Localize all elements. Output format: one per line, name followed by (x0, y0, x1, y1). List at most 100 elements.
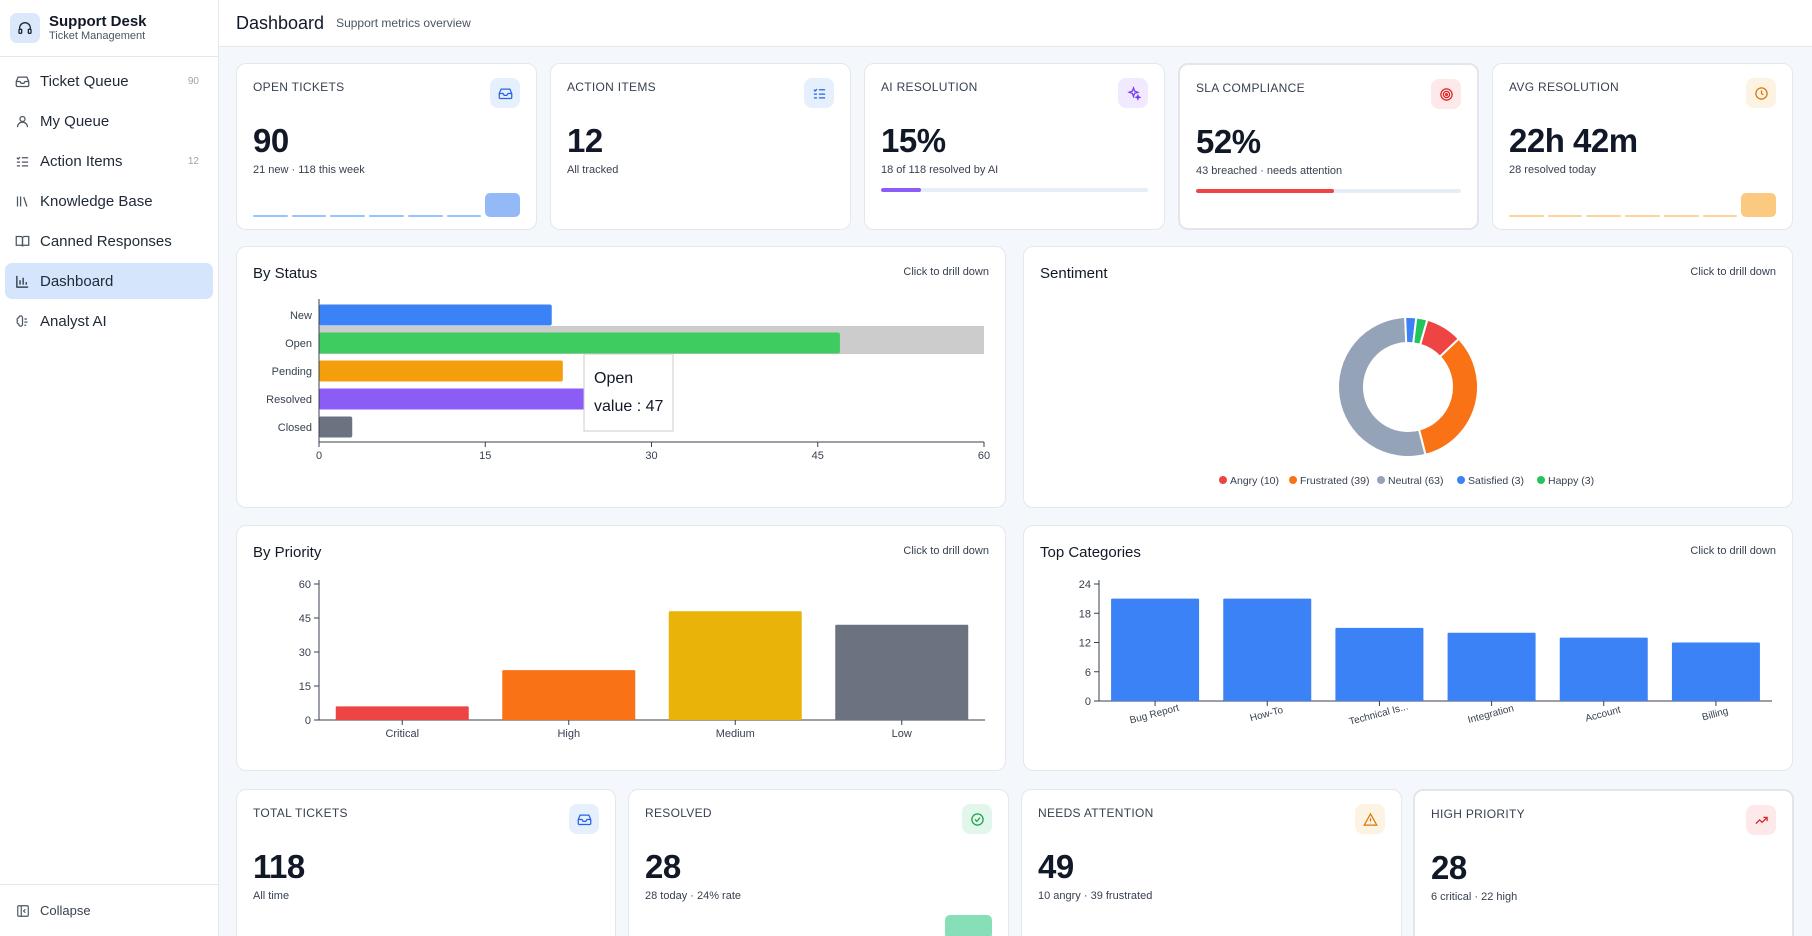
panel-title: By Status (253, 265, 318, 282)
sentiment-panel[interactable]: Sentiment Click to drill down Angry (10)… (1023, 246, 1793, 508)
by-priority-panel[interactable]: By Priority Click to drill down 60 45 30 15… (236, 525, 1006, 771)
top-categories-chart: 24 18 12 6 0 Bug Report How-To Technical Is... I… (1079, 579, 1772, 728)
sidebar-item-label: Ticket Queue (40, 72, 129, 90)
kpi-card-action-items[interactable]: ACTION ITEMS 12 All tracked (550, 63, 851, 230)
kpi-label: NEEDS ATTENTION (1038, 806, 1154, 820)
kpi-subtext: 18 of 118 resolved by AI (881, 164, 999, 176)
by-priority-chart: 60 45 30 15 0 Critical High Medium Low (299, 579, 985, 740)
kpi-label: HIGH PRIORITY (1431, 807, 1525, 821)
kpi-subtext: 10 angry · 39 frustrated (1038, 890, 1153, 902)
kpi-value: 15% (881, 122, 946, 159)
sidebar-item-canned-responses[interactable]: Canned Responses (5, 223, 213, 259)
kpi-subtext: All tracked (567, 164, 619, 176)
top-categories-panel[interactable]: Top Categories Click to drill down 24 18 1… (1023, 525, 1793, 771)
tick-label: Open (285, 338, 312, 350)
tick-label: Bug Report (1129, 703, 1181, 727)
sidebar: Support Desk Ticket Management Ticket Qu… (0, 0, 219, 936)
tick-label: Integration (1467, 703, 1516, 726)
tick-label: High (557, 728, 580, 740)
legend-marker (1537, 476, 1545, 484)
tick-label: 18 (1079, 608, 1091, 620)
by-status-panel[interactable]: By Status Click to drill down New Open Pen… (236, 246, 1006, 508)
tooltip-value: value : 47 (594, 398, 663, 415)
sidebar-item-dashboard[interactable]: Dashboard (5, 263, 213, 299)
sidebar-item-action-items[interactable]: Action Items 12 (5, 143, 213, 179)
page-title: Dashboard (236, 12, 325, 33)
book-icon (14, 233, 30, 249)
sidebar-item-my-queue[interactable]: My Queue (5, 103, 213, 139)
clock-icon (1746, 78, 1776, 108)
page-header: Dashboard Support metrics overview (219, 0, 1812, 47)
kpi-card-needs-attention[interactable]: NEEDS ATTENTION 49 10 angry · 39 frustra… (1021, 789, 1402, 936)
headset-icon (10, 13, 40, 43)
tick-label: How-To (1249, 705, 1285, 725)
bar-billing (1671, 642, 1760, 701)
bar-chart-icon (14, 273, 30, 289)
tick-label: 24 (1079, 579, 1091, 591)
kpi-card-resolved[interactable]: RESOLVED 28 28 today · 24% rate (628, 789, 1009, 936)
kpi-card-open-tickets[interactable]: OPEN TICKETS 90 21 new · 118 this week (236, 63, 537, 230)
bar-integration (1447, 632, 1536, 701)
tick-label: 60 (299, 579, 311, 591)
sparkline (253, 191, 521, 217)
kpi-subtext: 28 today · 24% rate (645, 890, 742, 902)
drill-down-link[interactable]: Click to drill down (1690, 545, 1776, 557)
bar-how-to (1223, 598, 1312, 701)
kpi-card-total-tickets[interactable]: TOTAL TICKETS 118 All time (236, 789, 616, 936)
brain-icon (14, 313, 30, 329)
legend-marker (1377, 476, 1385, 484)
kpi-label: OPEN TICKETS (253, 80, 345, 94)
kpi-value: 118 (253, 848, 305, 885)
sidebar-item-label: Canned Responses (40, 232, 172, 250)
drill-down-link[interactable]: Click to drill down (903, 545, 989, 557)
bar-technical-is- (1335, 627, 1424, 701)
tick-label: 30 (299, 647, 311, 659)
sidebar-item-label: Action Items (40, 152, 123, 170)
tick-label: 45 (299, 613, 311, 625)
sidebar-item-label: Knowledge Base (40, 192, 153, 210)
checklist-icon (804, 78, 834, 108)
sidebar-item-ticket-queue[interactable]: Ticket Queue 90 (5, 63, 213, 99)
brand: Support Desk Ticket Management (0, 0, 218, 57)
collapse-button[interactable]: Collapse (0, 884, 219, 936)
tick-label: 0 (305, 715, 311, 727)
tick-label: 12 (1079, 638, 1091, 650)
tooltip-title: Open (594, 370, 633, 387)
slice-frustrated (1417, 337, 1479, 456)
kpi-card-avg-resolution[interactable]: AVG RESOLUTION 22h 42m 28 resolved today (1492, 63, 1793, 230)
legend-label: Frustrated (39) (1300, 475, 1369, 487)
tick-label: 6 (1085, 667, 1091, 679)
kpi-value: 49 (1038, 848, 1074, 885)
tick-label: Critical (385, 728, 419, 740)
drill-down-link[interactable]: Click to drill down (1690, 266, 1776, 278)
kpi-value: 90 (253, 122, 289, 159)
by-status-chart: New Open Pending Resolved Closed 0 15 30 45 60 Ope… (266, 299, 990, 462)
bar-closed (319, 416, 353, 438)
kpi-label: TOTAL TICKETS (253, 806, 348, 820)
sidebar-item-badge: 90 (187, 75, 199, 87)
brand-subtitle: Ticket Management (49, 30, 146, 42)
drill-down-link[interactable]: Click to drill down (903, 266, 989, 278)
sla-compliance-progress (1196, 189, 1461, 193)
kpi-card-high-priority[interactable]: HIGH PRIORITY 28 6 critical · 22 high (1413, 789, 1794, 936)
sidebar-item-analyst-ai[interactable]: Analyst AI (5, 303, 213, 339)
kpi-value: 22h 42m (1509, 122, 1638, 159)
panel-title: Top Categories (1040, 544, 1141, 561)
bar-pending (319, 360, 563, 382)
tick-label: 15 (479, 450, 491, 462)
kpi-card-ai-resolution[interactable]: AI RESOLUTION 15% 18 of 118 resolved by … (864, 63, 1165, 230)
sidebar-nav: Ticket Queue 90 My Queue Action Items 12… (0, 57, 218, 349)
warning-icon (1355, 804, 1385, 834)
sidebar-item-knowledge-base[interactable]: Knowledge Base (5, 183, 213, 219)
inbox-icon (490, 78, 520, 108)
sidebar-item-label: My Queue (40, 112, 110, 130)
bar-resolved (319, 388, 585, 410)
tick-label: 45 (812, 450, 824, 462)
kpi-label: RESOLVED (645, 806, 712, 820)
tick-label: Technical Is... (1348, 701, 1409, 727)
tick-label: Low (892, 728, 912, 740)
kpi-label: SLA COMPLIANCE (1196, 81, 1305, 95)
brand-title: Support Desk (49, 13, 147, 30)
sidebar-item-label: Dashboard (40, 272, 114, 290)
kpi-card-sla-compliance[interactable]: SLA COMPLIANCE 52% 43 breached · needs a… (1178, 63, 1479, 230)
